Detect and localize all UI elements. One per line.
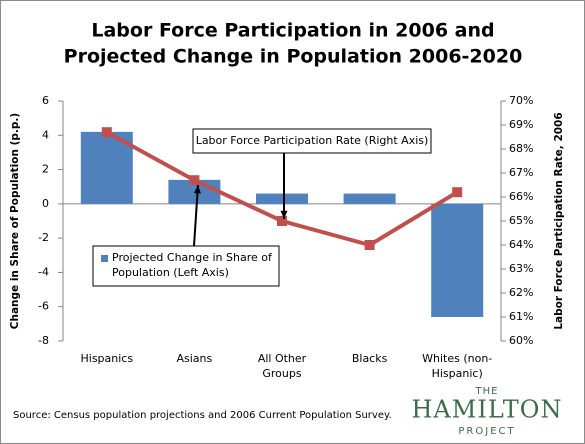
chart-title: Labor Force Participation in 2006 and — [91, 20, 494, 42]
y-tick-label: -2 — [38, 231, 49, 244]
marker — [452, 187, 463, 198]
y-tick-label: -6 — [38, 300, 49, 313]
legend-entry: Labor Force Participation Rate (Right Ax… — [195, 134, 429, 147]
arrow — [193, 184, 199, 247]
logo-main: HAMILTON — [412, 396, 563, 424]
annotation-box — [192, 128, 432, 154]
marker — [364, 240, 375, 250]
y2-tick-label: 69% — [509, 118, 533, 131]
x-tick-label: Hispanics — [80, 352, 134, 365]
y2-tick-label: 67% — [509, 166, 533, 179]
y2-axis-title: Labor Force Participation Rate, 2006 — [553, 112, 565, 329]
legend-swatch — [101, 255, 108, 262]
y2-tick-label: 62% — [509, 286, 533, 299]
legend-box — [92, 245, 280, 287]
logo-box — [398, 385, 576, 439]
bar — [256, 193, 308, 204]
x-tick-label: Blacks — [351, 352, 388, 365]
marker — [277, 216, 287, 226]
bar — [343, 193, 396, 204]
y-tick-label: 6 — [42, 94, 49, 107]
y2-tick-label: 64% — [509, 238, 533, 251]
y2-tick-label: 60% — [509, 334, 533, 347]
y2-tick-label: 68% — [509, 142, 533, 155]
arrow-head — [280, 210, 288, 219]
y2-tick-label: 61% — [509, 310, 533, 323]
y2-tick-label: 70% — [509, 94, 533, 107]
logo-top: THE — [475, 386, 499, 397]
y-tick-label: -8 — [38, 334, 49, 347]
x-tick-label: Whites (non-Hispanic) — [422, 352, 493, 380]
bar — [431, 203, 484, 317]
marker — [189, 175, 200, 186]
logo-bottom: PROJECT — [458, 426, 515, 437]
y2-tick-label: 63% — [509, 262, 533, 275]
legend-entry: Projected Change in Share of Population … — [112, 251, 272, 279]
y-tick-label: 4 — [42, 128, 49, 141]
x-tick-label: All Other Groups — [257, 352, 307, 380]
y-axis-title: Change in Share of Population (p.p.) — [9, 113, 21, 329]
arrow-head — [193, 185, 201, 194]
marker — [101, 127, 112, 138]
y-tick-label: -4 — [38, 265, 49, 278]
y2-tick-label: 66% — [509, 190, 533, 203]
x-tick-label: Asians — [176, 352, 213, 365]
y2-tick-label: 65% — [509, 214, 533, 227]
source-note: Source: Census population projections an… — [13, 410, 392, 421]
chart-title: Projected Change in Population 2006-2020 — [64, 46, 523, 68]
y-tick-label: 0 — [42, 197, 49, 210]
y-tick-label: 2 — [42, 163, 49, 176]
